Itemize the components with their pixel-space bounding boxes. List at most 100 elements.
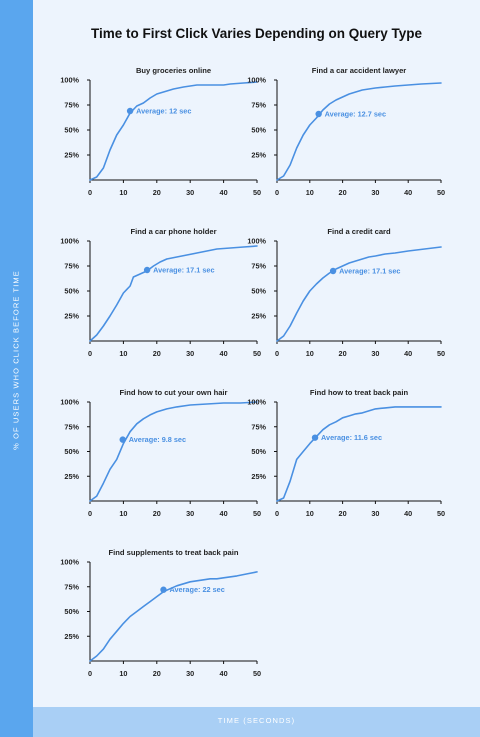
y-tick-label: 100% (60, 76, 79, 85)
y-tick-label: 100% (60, 237, 79, 246)
x-tick-label: 20 (153, 349, 161, 358)
panel-title: Find supplements to treat back pain (109, 548, 239, 557)
panel-title: Find a car accident lawyer (312, 66, 407, 75)
series-line (276, 406, 442, 502)
y-tick-label: 50% (64, 607, 79, 616)
y-tick-label: 100% (247, 76, 266, 85)
y-axis-band (0, 0, 33, 737)
x-tick-label: 20 (339, 349, 347, 358)
y-tick-label: 25% (64, 151, 79, 160)
y-tick-label: 25% (64, 632, 79, 641)
series-line (89, 571, 258, 662)
y-tick-label: 50% (64, 126, 79, 135)
panel-title: Find a credit card (327, 227, 391, 236)
average-point (143, 266, 151, 274)
average-label: Average: 12 sec (136, 107, 191, 116)
x-tick-label: 30 (186, 188, 194, 197)
average-label: Average: 9.8 sec (129, 435, 186, 444)
x-tick-label: 50 (253, 188, 261, 197)
y-tick-label: 75% (64, 422, 79, 431)
y-tick-label: 25% (251, 151, 266, 160)
y-tick-label: 25% (251, 472, 266, 481)
x-tick-label: 0 (88, 349, 92, 358)
chart-panel-4: Find a credit card 25% 50% 75% 100% 0 10 20 30 40… (247, 227, 445, 358)
x-tick-label: 0 (88, 188, 92, 197)
x-tick-label: 50 (253, 349, 261, 358)
x-tick-label: 40 (220, 188, 228, 197)
y-tick-label: 100% (247, 398, 266, 407)
average-label: Average: 11.6 sec (321, 433, 382, 442)
y-tick-label: 50% (64, 287, 79, 296)
average-point (311, 434, 319, 441)
x-tick-label: 10 (119, 509, 127, 518)
x-tick-label: 10 (119, 349, 127, 358)
y-tick-label: 25% (64, 472, 79, 481)
x-tick-label: 10 (119, 669, 127, 678)
average-point (315, 110, 322, 118)
average-label: Average: 17.1 sec (339, 267, 400, 276)
x-tick-label: 40 (404, 188, 412, 197)
x-tick-label: 30 (186, 669, 194, 678)
series-line (89, 401, 258, 502)
panel-title: Find how to treat back pain (310, 388, 409, 397)
series-line (89, 81, 258, 181)
x-tick-label: 50 (437, 188, 445, 197)
x-tick-label: 0 (88, 669, 92, 678)
x-tick-label: 50 (253, 509, 261, 518)
average-label: Average: 12.7 sec (325, 110, 386, 119)
chart-panel-6: Find how to treat back pain 25% 50% 75% 100%… (247, 388, 445, 518)
chart-panel-2: Find a car accident lawyer 25% 50% 75% 100% 0… (247, 66, 445, 197)
x-tick-label: 30 (186, 349, 194, 358)
x-axis-label: TIME (SECONDS) (217, 716, 296, 725)
x-tick-label: 50 (437, 509, 445, 518)
y-tick-label: 25% (251, 312, 266, 321)
y-tick-label: 75% (251, 101, 266, 110)
chart-title: Time to First Click Varies Depending on … (90, 26, 423, 41)
y-tick-label: 100% (60, 558, 79, 567)
x-tick-label: 0 (275, 349, 279, 358)
chart-panel-7: Find supplements to treat back pain 25% 50… (60, 548, 261, 678)
y-tick-label: 75% (251, 422, 266, 431)
chart-panel-1: Buy groceries online 25% 50% 75% 100% 0 10 20 30… (60, 66, 261, 197)
x-tick-label: 40 (404, 349, 412, 358)
x-tick-label: 50 (253, 669, 261, 678)
x-tick-label: 20 (339, 188, 347, 197)
x-tick-label: 10 (119, 188, 127, 197)
x-tick-label: 20 (153, 188, 161, 197)
x-tick-label: 30 (371, 188, 379, 197)
panel-title: Buy groceries online (136, 66, 211, 75)
y-tick-label: 100% (247, 237, 266, 246)
chart-panel-3: Find a car phone holder 25% 50% 75% 100% 0 10 2… (60, 227, 261, 358)
y-tick-label: 75% (251, 262, 266, 271)
x-tick-label: 40 (220, 509, 228, 518)
series-line (276, 82, 442, 181)
x-tick-label: 30 (371, 509, 379, 518)
y-tick-label: 50% (251, 447, 266, 456)
x-tick-label: 20 (339, 509, 347, 518)
x-tick-label: 10 (306, 349, 314, 358)
x-tick-label: 10 (306, 188, 314, 197)
average-point (126, 107, 134, 115)
y-tick-label: 100% (60, 398, 79, 407)
average-point (160, 586, 167, 593)
x-tick-label: 30 (371, 349, 379, 358)
x-tick-label: 40 (220, 349, 228, 358)
x-tick-label: 50 (437, 349, 445, 358)
average-label: Average: 22 sec (169, 585, 224, 594)
chart-panel-5: Find how to cut your own hair 25% 50% 75% 10… (60, 388, 261, 518)
x-tick-label: 30 (186, 509, 194, 518)
y-tick-label: 50% (251, 287, 266, 296)
x-tick-label: 20 (153, 509, 161, 518)
y-tick-label: 50% (64, 447, 79, 456)
y-tick-label: 25% (64, 312, 79, 321)
x-tick-label: 10 (306, 509, 314, 518)
series-line (89, 245, 258, 342)
x-tick-label: 20 (153, 669, 161, 678)
x-axis-band (33, 707, 480, 737)
average-point (329, 267, 337, 275)
y-tick-label: 75% (64, 262, 79, 271)
average-point (119, 436, 126, 443)
y-tick-label: 50% (251, 126, 266, 135)
y-tick-label: 75% (64, 101, 79, 110)
